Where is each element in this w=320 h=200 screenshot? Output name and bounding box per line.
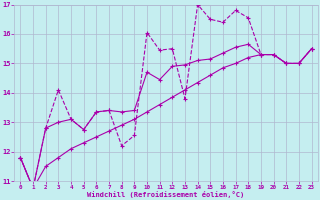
X-axis label: Windchill (Refroidissement éolien,°C): Windchill (Refroidissement éolien,°C)	[87, 191, 244, 198]
